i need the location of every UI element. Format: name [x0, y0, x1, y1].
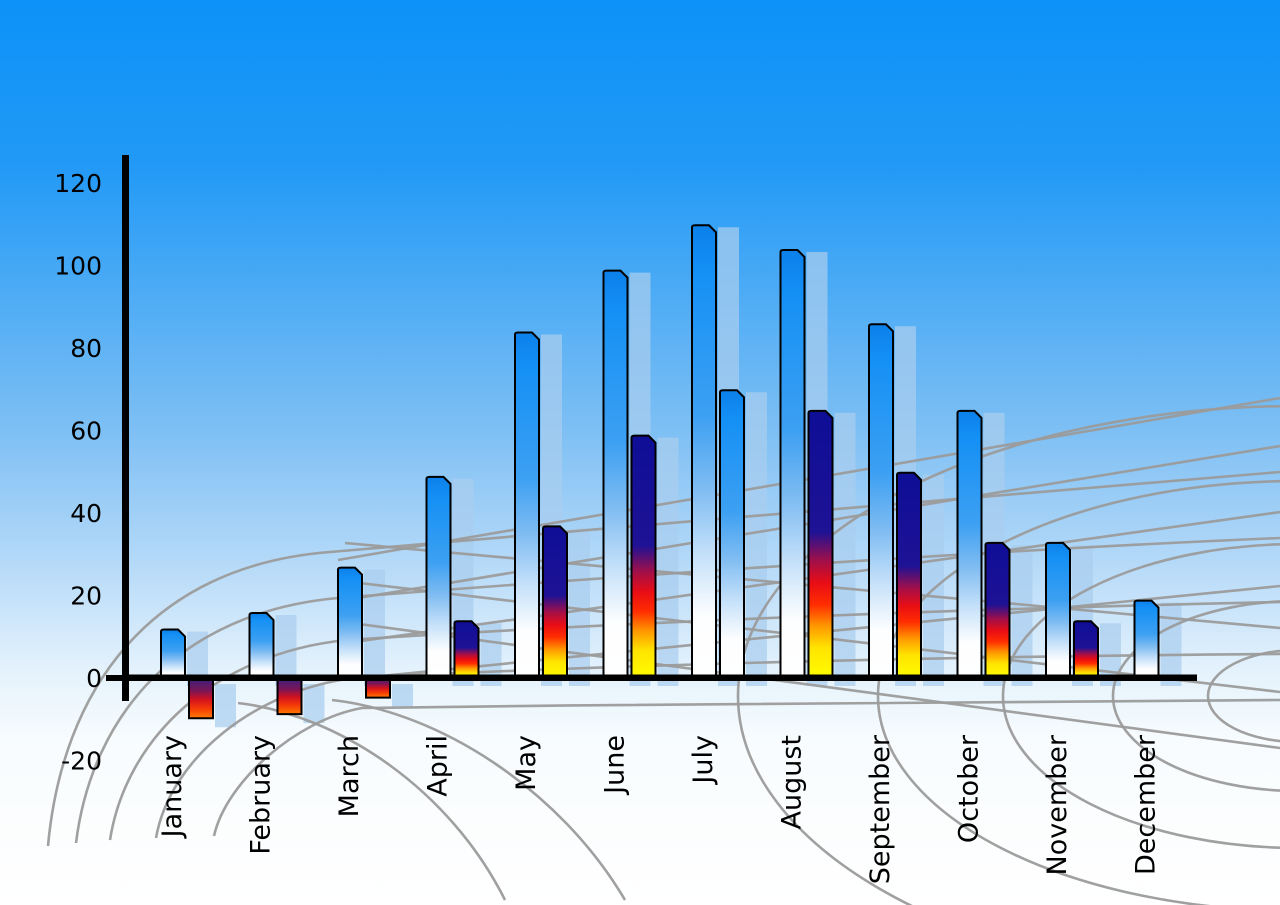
echo-bars-layer — [187, 227, 1182, 728]
bar-may-primary — [514, 331, 540, 681]
x-label-june: June — [600, 735, 631, 796]
bar-november-primary — [1045, 541, 1071, 681]
x-axis-labels: January February March April May June July Augu… — [157, 734, 1162, 884]
bar-june-secondary — [630, 434, 657, 681]
x-axis-line — [122, 674, 1197, 681]
echo-bar-june-secondary — [657, 437, 679, 686]
bar-october-secondary — [984, 541, 1011, 681]
y-tick-label-100: 100 — [54, 252, 102, 281]
x-label-december: December — [1131, 734, 1162, 875]
echo-bar-september-secondary — [923, 474, 944, 686]
bar-september-primary — [868, 323, 894, 681]
axes — [106, 155, 1197, 701]
echo-bar-july-secondary — [746, 392, 767, 686]
echo-bar-january-secondary — [215, 684, 236, 728]
x-label-february: February — [246, 735, 277, 855]
bar-february-primary — [248, 612, 275, 681]
y-tick-label-60: 60 — [70, 417, 102, 446]
y-tick-label-20: 20 — [70, 582, 102, 611]
y-tick-label-40: 40 — [70, 499, 102, 528]
bar-april-primary — [425, 475, 452, 681]
bar-march-primary — [337, 566, 363, 681]
echo-bar-march-secondary — [392, 684, 413, 707]
x-label-may: May — [511, 735, 542, 791]
y-axis-line — [122, 155, 129, 701]
x-label-october: October — [954, 734, 985, 843]
y-tick-label--20: -20 — [61, 747, 102, 776]
x-label-july: July — [688, 735, 719, 786]
x-label-november: November — [1042, 734, 1073, 875]
x-label-september: September — [865, 734, 896, 884]
bar-august-secondary — [807, 409, 834, 681]
echo-bar-december-primary — [1160, 602, 1182, 686]
x-label-august: August — [777, 735, 808, 830]
bar-may-secondary — [542, 525, 568, 681]
bar-january-primary — [160, 628, 186, 681]
zero-tick — [106, 675, 124, 681]
echo-bar-may-secondary — [569, 528, 590, 686]
y-axis-labels: 120 100 80 60 40 20 0 -20 — [54, 169, 102, 776]
echo-bar-october-secondary — [1011, 544, 1033, 686]
echo-bar-august-secondary — [834, 412, 856, 686]
bar-april-secondary — [453, 620, 480, 681]
y-tick-label-80: 80 — [70, 334, 102, 363]
echo-bar-february-primary — [275, 615, 297, 686]
bar-september-secondary — [896, 471, 922, 681]
x-label-march: March — [334, 735, 365, 817]
bar-october-primary — [956, 409, 983, 681]
echo-bar-march-primary — [364, 569, 385, 686]
bar-january-secondary-negative — [188, 675, 214, 720]
bar-february-secondary-negative — [276, 675, 303, 716]
bar-july-primary — [691, 224, 717, 681]
bar-december-primary — [1133, 599, 1160, 681]
bar-november-secondary — [1073, 620, 1099, 681]
x-label-january: January — [157, 735, 188, 839]
y-tick-label-120: 120 — [54, 169, 102, 198]
bar-june-primary — [602, 269, 629, 681]
bars-layer — [160, 224, 1160, 720]
bar-july-secondary — [719, 389, 745, 681]
y-tick-label-0: 0 — [86, 664, 102, 693]
x-label-april: April — [423, 735, 454, 797]
echo-bar-february-secondary — [303, 684, 325, 724]
bar-august-primary — [779, 249, 806, 681]
